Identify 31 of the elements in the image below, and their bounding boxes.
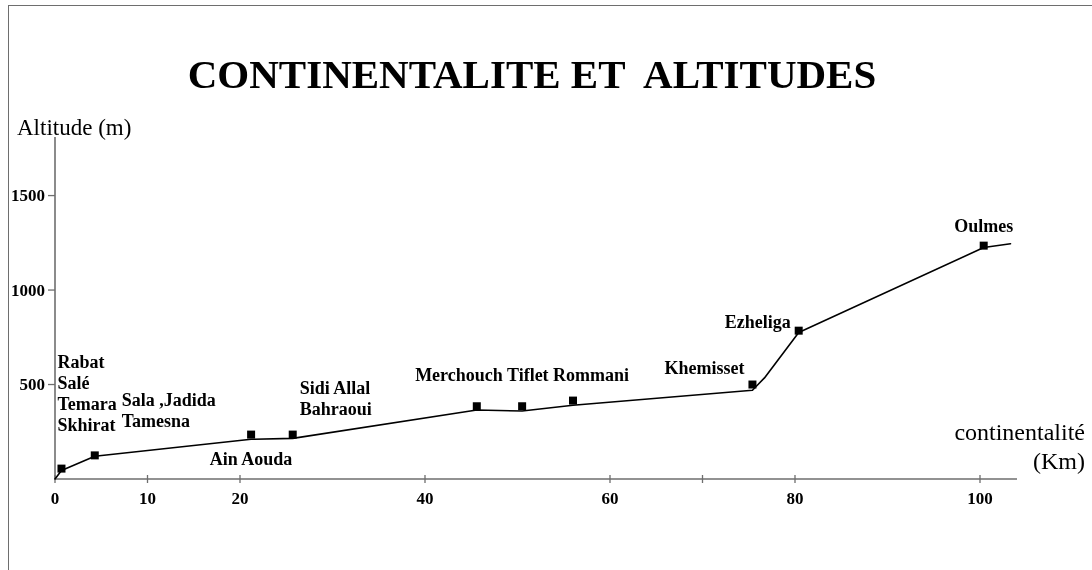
x-tick-label: 80 [786,488,804,508]
chart-title: CONTINENTALITE ET ALTITUDES [187,51,877,97]
annotation: Oulmes [954,215,1014,236]
annotation: Sidi Allal Bahraoui [299,377,372,419]
x-tick-label: 0 [50,488,60,508]
x-tick-label: 20 [231,488,249,508]
point [90,451,99,460]
x-tick-label: 10 [139,488,156,508]
annotation: Ezheliga [724,311,791,332]
point [748,380,757,389]
point [288,430,297,439]
point [247,430,256,439]
point [518,402,527,411]
point [57,464,66,473]
annotation: Sala ,Jadida Tamesna [121,390,216,432]
y-tick-label: 1500 [11,186,45,206]
y-axis-title: Altitude (m) [17,114,132,140]
point [569,396,577,405]
x-tick-label: 100 [967,488,993,508]
point [472,402,481,411]
x-axis-title: continentalité (Km) [954,419,1085,474]
annotation: Merchouch Tiflet Rommani [415,365,630,386]
annotation: Rabat Salé Temara Skhirat [57,351,117,435]
x-tick-label: 60 [601,488,619,508]
y-tick-label: 500 [19,375,45,395]
annotation: Ain Aouda [209,448,293,469]
x-tick-label: 40 [416,488,434,508]
annotation: Khemisset [664,357,745,378]
y-tick-label: 1000 [11,280,45,300]
point [979,241,988,250]
point [794,326,803,335]
